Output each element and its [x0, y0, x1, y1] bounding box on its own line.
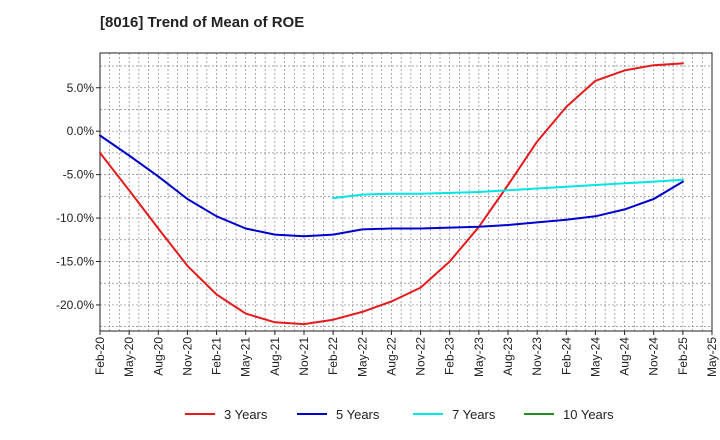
chart-title: [8016] Trend of Mean of ROE [100, 14, 305, 31]
series-line-7-years [332, 178, 684, 200]
x-tick-label: Feb-21 [210, 337, 224, 375]
series-line-5-years [99, 134, 684, 238]
y-tick-label: 5.0% [67, 81, 95, 95]
x-tick-label: May-24 [588, 337, 602, 377]
y-axis-ticks: 5.0% 0.0% -5.0% -10.0% -15.0% -20.0% [56, 81, 100, 312]
x-tick-label: Aug-22 [384, 337, 398, 376]
x-tick-label: Feb-22 [326, 337, 340, 375]
grid-layer [100, 53, 712, 331]
x-tick-label: Nov-21 [297, 337, 311, 376]
y-tick-label: -20.0% [56, 298, 94, 312]
x-tick-label: Nov-24 [647, 337, 661, 376]
plot-background [100, 53, 712, 331]
x-tick-label: Feb-25 [676, 337, 690, 375]
x-tick-label: May-21 [239, 337, 253, 377]
plot-frame [99, 52, 713, 332]
y-tick-label: -10.0% [56, 211, 94, 225]
legend: 3 Years 5 Years 7 Years 10 Years [185, 407, 614, 422]
x-tick-label: Feb-24 [559, 337, 573, 375]
series-line-3-years [99, 62, 684, 326]
y-tick-label: 0.0% [67, 124, 95, 138]
x-tick-label: Nov-23 [530, 337, 544, 376]
x-tick-label: Aug-21 [268, 337, 282, 376]
x-tick-label: Aug-24 [618, 337, 632, 376]
x-tick-label: May-25 [705, 337, 719, 377]
x-tick-label: Nov-20 [180, 337, 194, 376]
x-tick-label: May-20 [122, 337, 136, 377]
x-tick-label: May-22 [355, 337, 369, 377]
legend-label: 3 Years [224, 407, 268, 422]
y-tick-label: -15.0% [56, 255, 94, 269]
x-tick-label: Aug-20 [151, 337, 165, 376]
legend-label: 7 Years [452, 407, 496, 422]
x-tick-label: Feb-23 [443, 337, 457, 375]
legend-label: 10 Years [563, 407, 614, 422]
x-axis-ticks: Feb-20 May-20 Aug-20 Nov-20 Feb-21 May-21 Aug-… [93, 331, 719, 377]
series-layer [99, 62, 684, 326]
x-tick-label: Nov-22 [414, 337, 428, 376]
x-tick-label: Feb-20 [93, 337, 107, 375]
x-tick-label: Aug-23 [501, 337, 515, 376]
x-tick-label: May-23 [472, 337, 486, 377]
legend-label: 5 Years [336, 407, 380, 422]
y-tick-label: -5.0% [63, 168, 95, 182]
